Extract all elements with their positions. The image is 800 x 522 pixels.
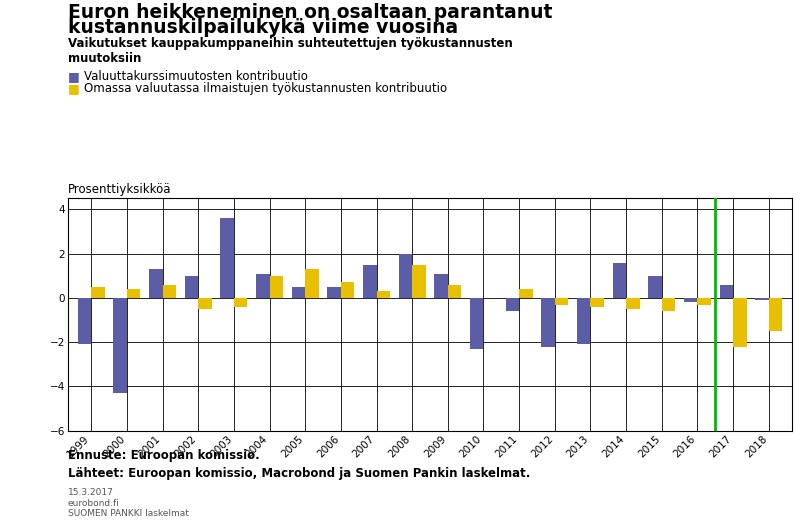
Bar	[78, 298, 91, 345]
Text: Prosenttiyksikköä: Prosenttiyksikköä	[68, 183, 171, 196]
Bar	[769, 298, 782, 331]
Bar	[327, 287, 341, 298]
Bar	[220, 218, 234, 298]
Bar	[506, 298, 519, 311]
Bar	[719, 284, 733, 298]
Text: SUOMEN PANKKI laskelmat: SUOMEN PANKKI laskelmat	[68, 509, 189, 518]
Bar	[448, 284, 462, 298]
Bar	[377, 291, 390, 298]
Bar	[590, 298, 604, 307]
Bar	[755, 298, 769, 300]
Bar	[341, 282, 354, 298]
Bar	[398, 254, 412, 298]
Bar	[185, 276, 198, 298]
Bar	[127, 289, 141, 298]
Bar	[162, 284, 176, 298]
Bar	[662, 298, 675, 311]
Bar	[613, 263, 626, 298]
Text: Omassa valuutassa ilmaistujen työkustannusten kontribuutio: Omassa valuutassa ilmaistujen työkustann…	[84, 82, 447, 96]
Text: ■: ■	[68, 82, 80, 96]
Bar	[292, 287, 305, 298]
Bar	[91, 287, 105, 298]
Bar	[114, 298, 127, 393]
Bar	[684, 298, 698, 302]
Bar	[305, 269, 318, 298]
Bar	[577, 298, 590, 345]
Text: ■: ■	[68, 70, 80, 84]
Text: kustannuskilpailukykä viime vuosina: kustannuskilpailukykä viime vuosina	[68, 18, 458, 37]
Bar	[270, 276, 283, 298]
Text: Ennuste: Euroopan komissio.: Ennuste: Euroopan komissio.	[68, 449, 260, 462]
Bar	[626, 298, 640, 309]
Bar	[198, 298, 212, 309]
Bar	[256, 274, 270, 298]
Bar	[470, 298, 483, 349]
Bar	[542, 298, 555, 347]
Bar	[234, 298, 247, 307]
Text: eurobond.fi: eurobond.fi	[68, 499, 120, 507]
Bar	[555, 298, 568, 304]
Text: Lähteet: Euroopan komissio, Macrobond ja Suomen Pankin laskelmat.: Lähteet: Euroopan komissio, Macrobond ja…	[68, 467, 530, 480]
Bar	[733, 298, 746, 347]
Text: Vaikutukset kauppakumppaneihin suhteutettujen työkustannusten
muutoksiin: Vaikutukset kauppakumppaneihin suhteutet…	[68, 37, 513, 65]
Bar	[412, 265, 426, 298]
Text: 15.3.2017: 15.3.2017	[68, 488, 114, 497]
Text: Euron heikkeneminen on osaltaan parantanut: Euron heikkeneminen on osaltaan parantan…	[68, 3, 552, 21]
Text: Valuuttakurssimuutosten kontribuutio: Valuuttakurssimuutosten kontribuutio	[84, 70, 308, 84]
Bar	[519, 289, 533, 298]
Bar	[149, 269, 162, 298]
Bar	[648, 276, 662, 298]
Bar	[434, 274, 448, 298]
Bar	[363, 265, 377, 298]
Bar	[698, 298, 711, 304]
